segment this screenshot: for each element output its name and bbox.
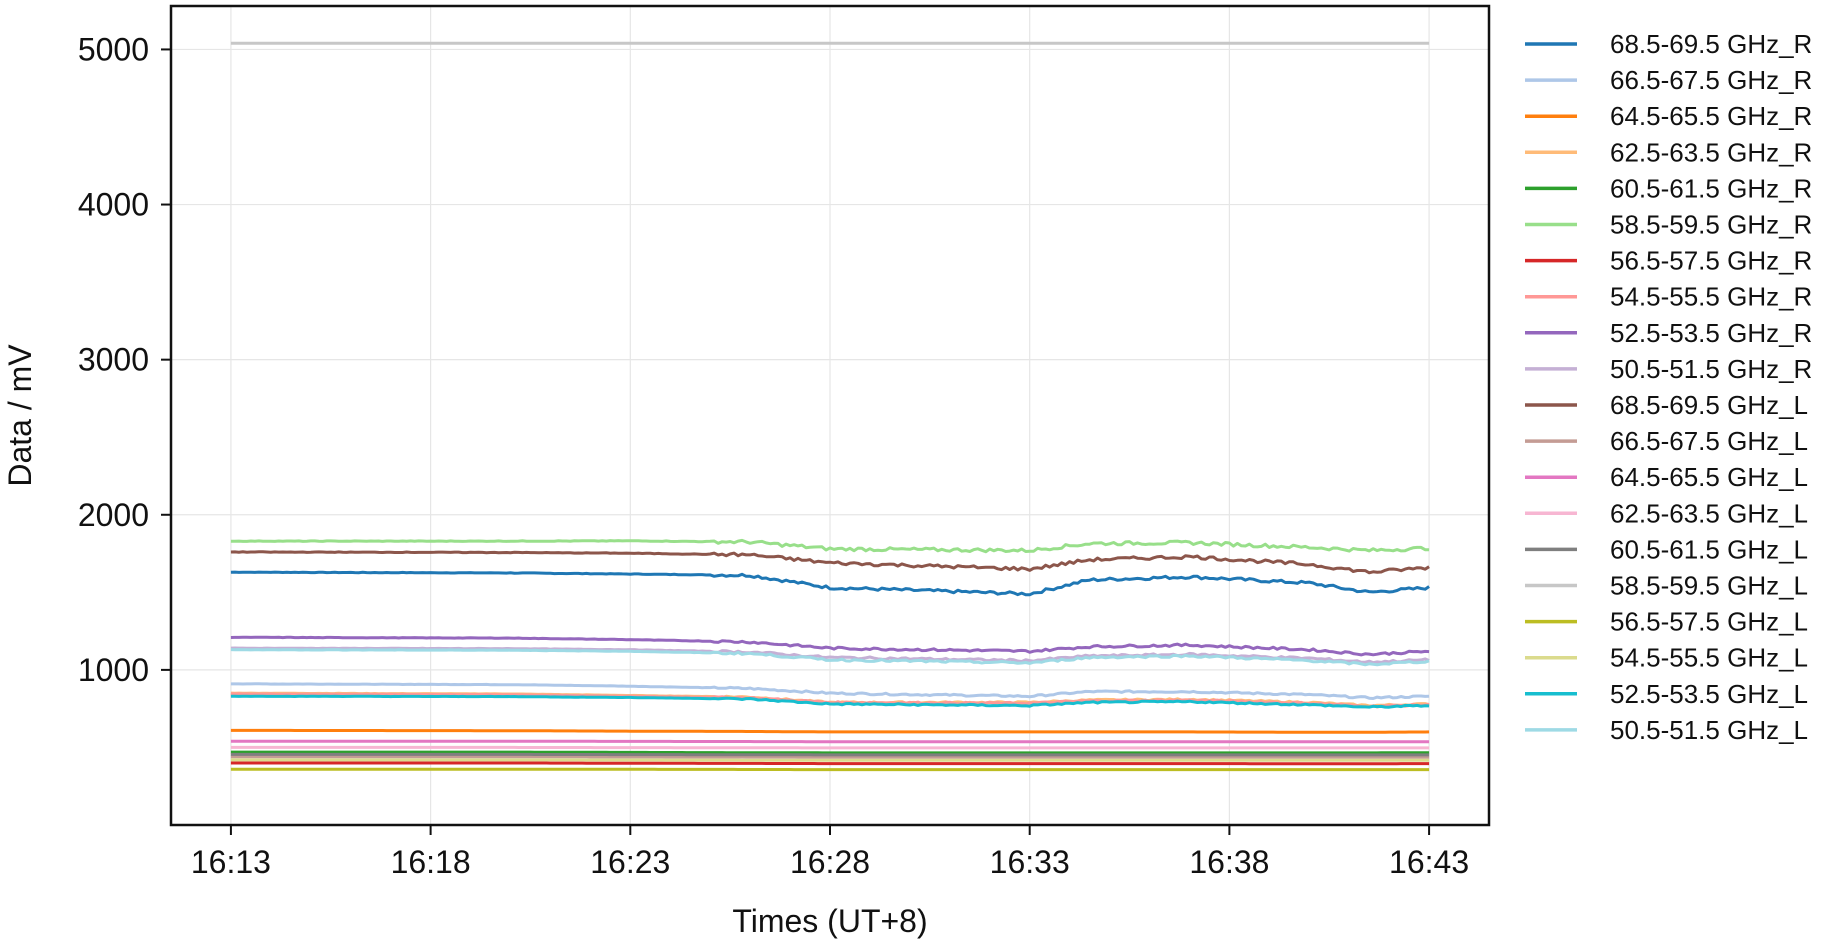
legend-label: 64.5-65.5 GHz_R: [1610, 101, 1812, 131]
legend-label: 58.5-59.5 GHz_R: [1610, 210, 1812, 240]
x-tick-label: 16:28: [790, 844, 870, 880]
y-axis-ticks: 1000 2000 3000 4000 5000: [78, 31, 171, 688]
series-line-9: [230, 635, 1430, 657]
series-line-1: [230, 570, 1430, 597]
legend-label: 50.5-51.5 GHz_L: [1610, 715, 1808, 745]
series-line-2: [230, 682, 1430, 700]
legend-label: 60.5-61.5 GHz_R: [1610, 173, 1812, 203]
y-tick-label: 1000: [78, 652, 149, 688]
series-line-15: [230, 752, 1430, 757]
x-tick-label: 16:18: [391, 844, 471, 880]
x-tick-label: 16:43: [1389, 844, 1469, 880]
series-line-3: [230, 728, 1430, 734]
x-axis-label: Times (UT+8): [732, 903, 927, 939]
series-line-5: [230, 750, 1430, 755]
legend-label: 62.5-63.5 GHz_R: [1610, 137, 1812, 167]
legend-label: 52.5-53.5 GHz_R: [1610, 318, 1812, 348]
grid: [171, 6, 1489, 825]
legend: 68.5-69.5 GHz_R 66.5-67.5 GHz_R 64.5-65.5 …: [1525, 29, 1812, 745]
legend-label: 52.5-53.5 GHz_L: [1610, 679, 1808, 709]
series-line-20: [230, 648, 1430, 667]
x-tick-label: 16:38: [1189, 844, 1269, 880]
y-tick-label: 4000: [78, 187, 149, 223]
legend-label: 54.5-55.5 GHz_L: [1610, 643, 1808, 673]
legend-label: 64.5-65.5 GHz_L: [1610, 462, 1808, 492]
x-tick-label: 16:33: [990, 844, 1070, 880]
legend-label: 56.5-57.5 GHz_R: [1610, 246, 1812, 276]
legend-label: 50.5-51.5 GHz_R: [1610, 354, 1812, 384]
x-axis-ticks: 16:13 16:18 16:23 16:28 16:33 16:38 16:43: [191, 825, 1469, 880]
legend-label: 68.5-69.5 GHz_L: [1610, 390, 1808, 420]
legend-label: 62.5-63.5 GHz_L: [1610, 498, 1808, 528]
y-tick-label: 3000: [78, 342, 149, 378]
legend-label: 54.5-55.5 GHz_R: [1610, 282, 1812, 312]
legend-label: 56.5-57.5 GHz_L: [1610, 607, 1808, 637]
series-line-11: [230, 550, 1430, 575]
series-line-19: [230, 694, 1430, 709]
series-line-13: [230, 739, 1430, 744]
legend-label: 66.5-67.5 GHz_R: [1610, 65, 1812, 95]
y-axis-label: Data / mV: [2, 344, 38, 487]
series-layer: [230, 41, 1430, 772]
legend-label: 68.5-69.5 GHz_R: [1610, 29, 1812, 59]
legend-label: 60.5-61.5 GHz_L: [1610, 534, 1808, 564]
series-line-7: [230, 761, 1430, 766]
legend-label: 58.5-59.5 GHz_L: [1610, 571, 1808, 601]
y-tick-label: 5000: [78, 31, 149, 67]
y-tick-label: 2000: [78, 497, 149, 533]
series-line-14: [230, 745, 1430, 750]
series-line-6: [230, 538, 1430, 554]
x-tick-label: 16:13: [191, 844, 271, 880]
x-tick-label: 16:23: [590, 844, 670, 880]
legend-label: 66.5-67.5 GHz_L: [1610, 426, 1808, 456]
